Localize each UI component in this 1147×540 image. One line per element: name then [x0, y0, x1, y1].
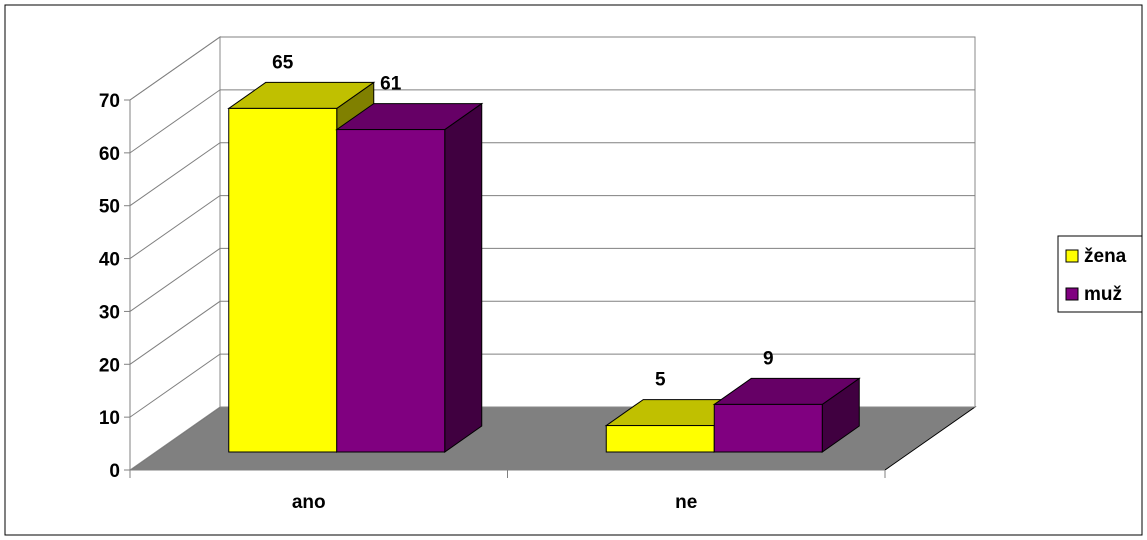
y-tick-label: 0 [109, 461, 120, 482]
y-tick-label: 60 [99, 144, 120, 165]
gridline [129, 89, 975, 154]
legend-swatch-zena [1065, 249, 1079, 263]
data-label-zena-ano: 65 [272, 52, 294, 73]
data-labels: 65 61 5 9 [272, 52, 773, 390]
legend-label-muz: muž [1084, 284, 1122, 305]
gridline [129, 300, 975, 365]
x-tick-label-ne: ne [675, 492, 697, 513]
side-wall [129, 36, 221, 471]
bar-muz-ne [712, 377, 861, 453]
bar-front [228, 107, 338, 453]
gridline [129, 247, 975, 312]
gridline [129, 353, 975, 418]
bar-muz-ano [335, 102, 484, 453]
y-tick-label: 50 [99, 197, 120, 218]
gridline [129, 195, 975, 259]
bars [227, 81, 861, 453]
data-label-muz-ne: 9 [763, 348, 774, 369]
bar-front [713, 403, 823, 453]
y-axis-ticks: 0 10 20 30 40 50 60 70 [99, 91, 120, 482]
bar-front [336, 129, 446, 453]
data-label-zena-ne: 5 [655, 370, 666, 391]
axes [124, 99, 886, 478]
legend-swatch-muz [1065, 287, 1079, 301]
bar-side [444, 102, 483, 453]
y-tick-label: 70 [99, 91, 120, 112]
y-tick-label: 20 [99, 355, 120, 376]
legend: žena muž [1057, 235, 1143, 313]
y-tick-label: 30 [99, 302, 120, 323]
y-tick-label: 40 [99, 250, 120, 271]
y-tick-label: 10 [99, 408, 120, 429]
gridline [129, 36, 975, 101]
gridline [129, 142, 975, 207]
x-axis-labels: ano ne [292, 492, 697, 513]
data-label-muz-ano: 61 [380, 74, 402, 95]
x-tick-label-ano: ano [292, 492, 326, 513]
legend-label-zena: žena [1084, 246, 1127, 267]
bar-front [605, 425, 715, 453]
gridlines [129, 36, 975, 418]
